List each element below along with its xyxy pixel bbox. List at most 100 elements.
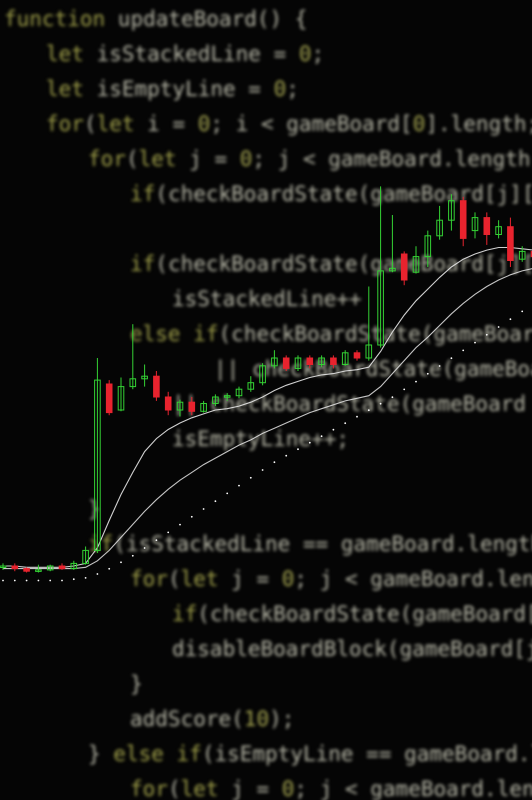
code-token: } <box>130 672 143 696</box>
candle-body-up <box>212 396 219 404</box>
slow-moving-average-line <box>3 268 532 570</box>
code-token: let <box>46 42 97 66</box>
trend-dot <box>13 579 16 582</box>
code-token: ); <box>269 707 295 731</box>
candle-body-up <box>341 352 349 365</box>
candle-body-up <box>94 379 101 551</box>
candle-body-up <box>259 365 266 384</box>
code-token: isEmptyLine = <box>96 77 274 101</box>
candle-body-down <box>105 383 113 414</box>
trend-dot <box>367 409 370 412</box>
candle-body-down <box>330 357 337 365</box>
code-token: (checkBoardState(gameBoard[j][i] <box>197 602 532 626</box>
code-token: i = <box>147 112 198 136</box>
code-token: addScore( <box>130 707 244 731</box>
candle-body-up <box>518 250 526 260</box>
code-token: for <box>130 777 168 800</box>
code-line: if(checkBoardState(gameBoard[j][i] <box>172 597 532 632</box>
trend-dot <box>308 441 311 444</box>
fast-moving-average-line <box>3 246 532 568</box>
trend-dot <box>509 318 512 321</box>
code-token: else if <box>113 742 202 766</box>
trend-dot <box>49 579 52 582</box>
code-token: ; j < gameBoard.length <box>294 567 532 591</box>
trend-dot <box>497 326 500 328</box>
candle-body-up <box>436 219 443 237</box>
trend-dot <box>426 372 429 375</box>
candle-body-down <box>58 565 66 570</box>
trend-dot <box>356 415 358 418</box>
candle-body-up <box>223 395 231 398</box>
code-token: ; j < gameBoard.length <box>294 777 532 800</box>
code-line: for(let j = 0; j < gameBoard.length <box>130 562 532 597</box>
code-token: if <box>130 182 156 206</box>
candle-body-down <box>306 357 314 365</box>
candle-body-up <box>389 267 396 272</box>
code-token: 0 <box>298 42 312 66</box>
trend-dot <box>2 579 4 582</box>
trend-dot <box>202 508 205 510</box>
code-line: for(let j = 0; j < gameBoard.length <box>130 772 532 800</box>
candle-body-down <box>282 357 290 369</box>
code-line: } else if(isEmptyLine == gameBoard.lengt… <box>88 737 532 772</box>
candle-body-up <box>141 375 148 380</box>
code-line: disableBoardBlock(gameBoard[j][i] <box>172 632 532 667</box>
trend-dot <box>485 333 488 336</box>
trend-dot <box>120 561 122 564</box>
code-line: for(let i = 0; i < gameBoard[0].length; … <box>46 107 532 142</box>
code-line: else if(checkBoardState(gameBoard[j][i] <box>130 317 532 352</box>
code-token: ( <box>125 147 139 171</box>
trend-dot <box>96 573 99 575</box>
code-token: 0 <box>281 567 295 591</box>
trend-dot <box>25 579 28 582</box>
trend-dot <box>37 579 40 582</box>
code-token: ( <box>167 567 181 591</box>
code-line: addScore(10); <box>130 702 294 737</box>
code-token: (checkBoardState(gameBoard[j][i]) <box>155 182 532 206</box>
code-token: function <box>4 7 118 31</box>
code-token: } <box>88 742 114 766</box>
trend-dot <box>84 577 87 579</box>
code-token: for <box>130 567 168 591</box>
trend-dot <box>462 349 465 352</box>
trend-dot <box>285 454 288 457</box>
code-token: ; <box>311 42 325 66</box>
code-token: || checkBoardState(gameBoard <box>214 357 532 381</box>
trend-dot <box>190 515 193 518</box>
code-token: ; i < gameBoard[ <box>210 112 413 136</box>
candle-body-up <box>412 256 420 273</box>
code-token: 0 <box>273 77 287 101</box>
code-line: } <box>130 667 143 702</box>
trend-dot <box>332 428 335 431</box>
code-line: let isStackedLine = 0; <box>46 37 324 72</box>
trend-dot <box>108 567 111 570</box>
candle-body-up <box>82 549 89 564</box>
candle-body-up <box>35 569 42 572</box>
candle-body-down <box>153 375 160 398</box>
trend-dot <box>438 365 441 367</box>
candle-body-up <box>176 401 184 411</box>
trend-dot <box>450 357 453 360</box>
code-token: let <box>96 112 148 136</box>
code-token: let <box>138 147 190 171</box>
candle-body-up <box>200 403 207 412</box>
code-token: if <box>172 602 198 626</box>
code-token: let <box>46 77 97 101</box>
candle-body-up <box>495 226 502 235</box>
trend-dot <box>131 554 134 557</box>
code-token: (checkBoardState(gameBoard[j][i] <box>218 322 532 346</box>
candle-body-up <box>318 357 325 365</box>
trend-dot <box>155 539 158 542</box>
candle-body-up <box>129 378 137 388</box>
candle-body-up <box>271 357 278 367</box>
candle-body-up <box>247 382 255 390</box>
code-token: let <box>180 777 232 800</box>
code-token: for <box>88 147 126 171</box>
code-token: isEmptyLine++; <box>172 427 350 451</box>
code-line: let isEmptyLine = 0; <box>46 72 299 107</box>
code-token: ; <box>286 77 299 101</box>
trend-dot <box>214 500 217 503</box>
candle-body-down <box>23 568 30 572</box>
